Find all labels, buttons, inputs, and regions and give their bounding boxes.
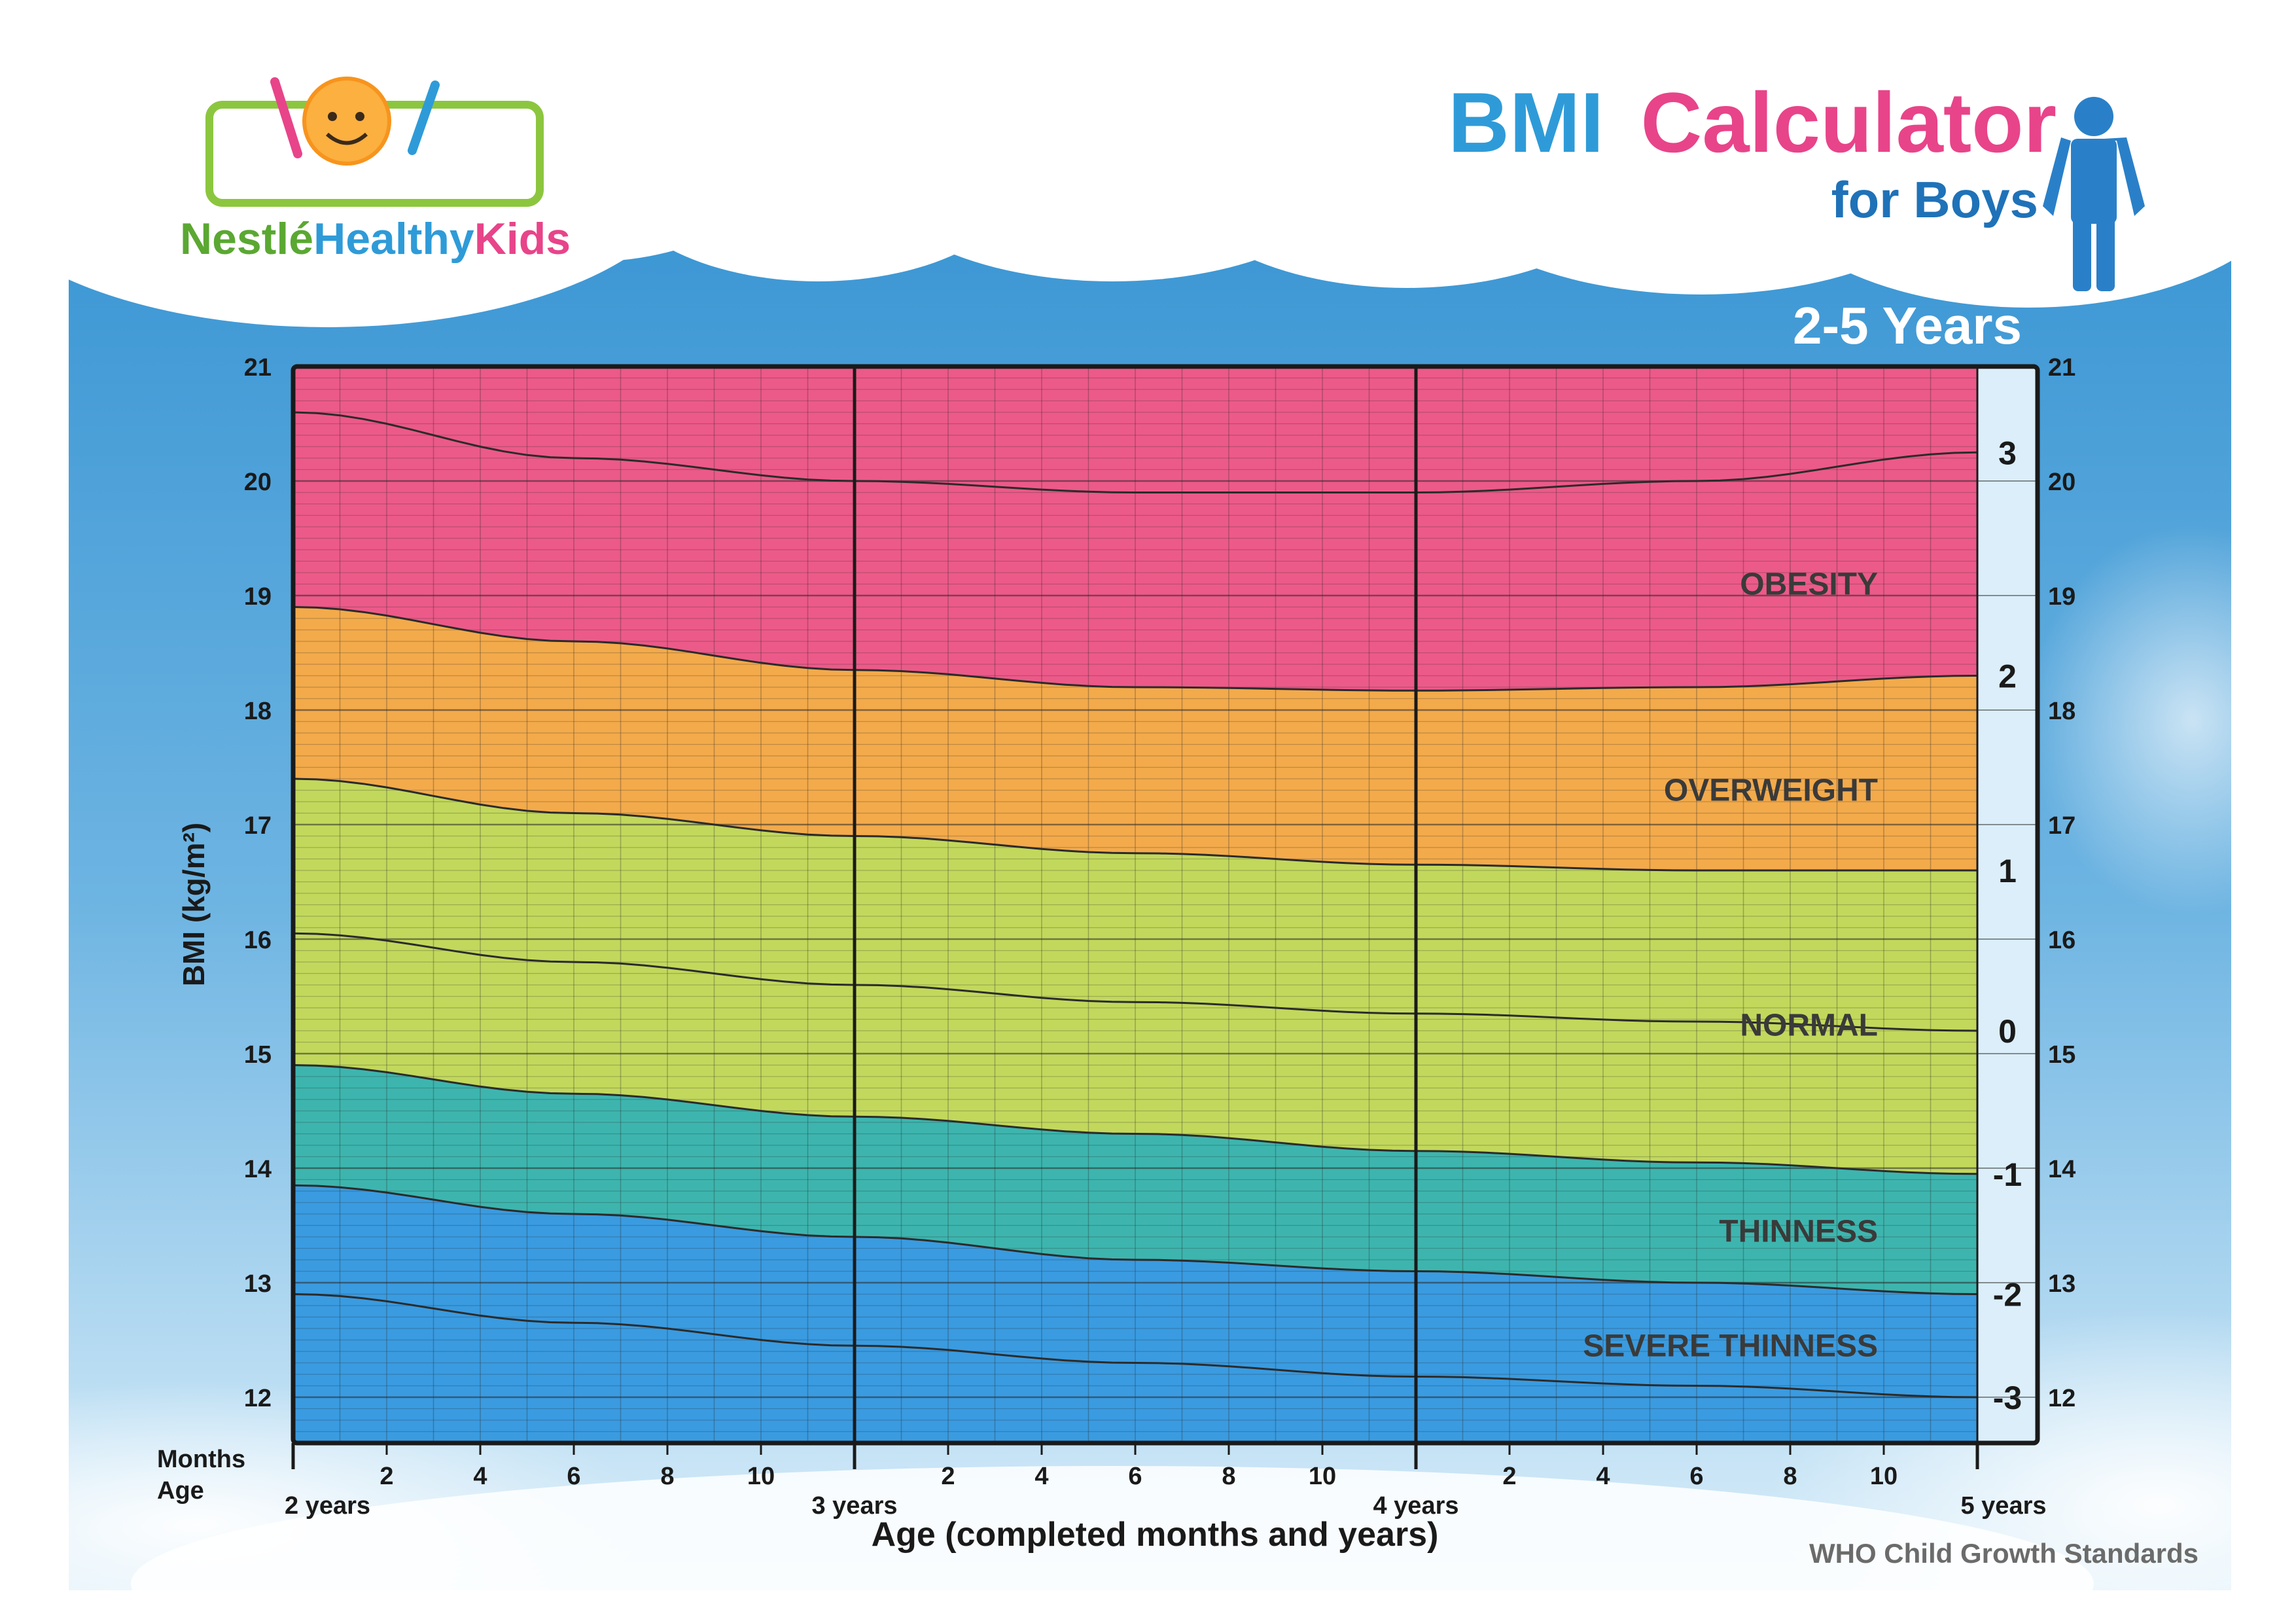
chart-frame xyxy=(291,364,2040,1446)
z-curve-2 xyxy=(292,606,1978,692)
z-score-label: 0 xyxy=(1998,1013,2017,1050)
y-tick-right: 13 xyxy=(2048,1270,2075,1298)
zone-overweight xyxy=(293,607,1977,870)
x-axis-ticks: 2 4 6 8 10 2 4 6 8 10 2 4 6 8 10 2 years 3 years 4 years 5… xyxy=(285,1443,2047,1520)
age-range-label: 2-5 Years xyxy=(1793,296,2022,355)
logo-text-suffix: Kids xyxy=(474,214,571,264)
x-tick-month: 10 xyxy=(1309,1463,1336,1490)
y-tick-left: 15 xyxy=(244,1041,272,1069)
y-tick-right: 20 xyxy=(2048,469,2075,496)
kid-mascot-icon xyxy=(302,77,391,166)
y-tick-right: 21 xyxy=(2048,354,2075,382)
bmi-zones xyxy=(293,366,1977,1443)
x-tick-month: 2 xyxy=(941,1463,955,1490)
x-tick-month: 8 xyxy=(1783,1463,1797,1490)
x-tick-month: 8 xyxy=(1222,1463,1235,1490)
y-tick-left: 19 xyxy=(244,583,272,611)
y-tick-left: 13 xyxy=(244,1270,272,1298)
y-axis-label: BMI (kg/m²) xyxy=(177,823,211,986)
brush-icon xyxy=(408,80,440,155)
x-tick-month: 4 xyxy=(1034,1463,1048,1490)
subtitle: for Boys xyxy=(1831,171,2038,228)
title-bmi: BMI xyxy=(1448,75,1604,170)
y-tick-right: 18 xyxy=(2048,698,2075,725)
zone-thinness xyxy=(293,1065,1977,1294)
z-score-label: 1 xyxy=(1998,853,2017,889)
y-tick-right: 17 xyxy=(2048,812,2075,840)
z-curve-3 xyxy=(292,411,1978,493)
z-curve-1 xyxy=(292,777,1977,872)
x-tick-month: 8 xyxy=(660,1463,674,1490)
x-tick-month: 4 xyxy=(1596,1463,1610,1490)
x-tick-month: 6 xyxy=(1128,1463,1142,1490)
nestle-healthy-kids-logo: NestléHealthyKids xyxy=(180,77,571,264)
y-tick-left: 16 xyxy=(244,927,272,954)
z-curve--2 xyxy=(292,1184,1978,1295)
title-calculator: Calculator xyxy=(1640,75,2057,170)
y-tick-right: 14 xyxy=(2048,1156,2075,1183)
x-tick-month: 2 xyxy=(380,1463,393,1490)
z-score-label: -1 xyxy=(1993,1156,2022,1193)
y-tick-right: 15 xyxy=(2048,1041,2075,1069)
z-score-label: -2 xyxy=(1993,1277,2022,1313)
x-tick-month: 6 xyxy=(1689,1463,1703,1490)
y-tick-right: 16 xyxy=(2048,927,2075,954)
y-tick-left: 20 xyxy=(244,469,272,496)
x-tick-month: 10 xyxy=(747,1463,775,1490)
months-row-label: Months xyxy=(157,1446,245,1473)
y-tick-right: 19 xyxy=(2048,583,2075,611)
y-tick-left: 18 xyxy=(244,698,272,725)
zone-labels: OBESITY OVERWEIGHT NORMAL THINNESS SEVERE TH… xyxy=(1583,567,1878,1364)
y-tick-right: 12 xyxy=(2048,1385,2075,1412)
y-tick-left: 17 xyxy=(244,812,272,840)
boy-silhouette-icon xyxy=(2043,97,2145,291)
x-axis-label: Age (completed months and years) xyxy=(872,1516,1439,1554)
x-tick-month: 2 xyxy=(1502,1463,1516,1490)
logo-text-prefix: Nestlé xyxy=(180,214,313,264)
z-curve--1 xyxy=(292,1064,1978,1175)
pencil-icon xyxy=(270,77,302,158)
x-tick-year: 4 years xyxy=(1373,1492,1458,1520)
plot-border xyxy=(291,364,2040,1446)
zone-label: OVERWEIGHT xyxy=(1664,774,1878,808)
zone-label: SEVERE THINNESS xyxy=(1583,1329,1878,1363)
z-curve--3 xyxy=(292,1293,1978,1399)
x-tick-year: 5 years xyxy=(1960,1492,2046,1520)
zone-normal xyxy=(293,779,1977,1174)
z-score-strip xyxy=(1977,366,2038,1443)
x-tick-month: 6 xyxy=(567,1463,580,1490)
z-score-label: 2 xyxy=(1998,658,2017,695)
zone-obesity xyxy=(293,366,1977,691)
x-tick-year: 2 years xyxy=(285,1492,370,1520)
z-score-label: -3 xyxy=(1993,1380,2022,1416)
y-tick-left: 12 xyxy=(244,1385,272,1412)
zone-label: THINNESS xyxy=(1719,1214,1878,1249)
age-row-label: Age xyxy=(157,1477,204,1505)
z-score-curves: 3 2 1 0 -1 -2 -3 xyxy=(292,411,2022,1416)
z-curve-0 xyxy=(292,932,1978,1032)
source-label: WHO Child Growth Standards xyxy=(1809,1538,2199,1569)
x-tick-month: 10 xyxy=(1870,1463,1898,1490)
x-tick-month: 4 xyxy=(473,1463,487,1490)
zone-label: OBESITY xyxy=(1740,567,1878,602)
y-tick-left: 14 xyxy=(244,1156,272,1183)
svg-text:NestléHealthyKids: NestléHealthyKids xyxy=(180,214,571,264)
x-tick-year: 3 years xyxy=(811,1492,897,1520)
svg-text:BMI Calculator: BMI Calculator xyxy=(1448,75,2057,170)
logo-text-main: Healthy xyxy=(313,214,474,264)
z-score-label: 3 xyxy=(1998,435,2017,471)
y-tick-left: 21 xyxy=(244,354,272,382)
zone-label: NORMAL xyxy=(1740,1008,1878,1043)
